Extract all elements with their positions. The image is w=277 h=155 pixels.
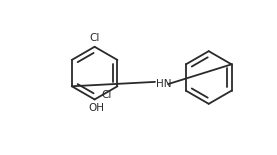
Text: Cl: Cl [89,33,100,44]
Text: OH: OH [89,103,105,113]
Text: HN: HN [156,79,171,89]
Text: Cl: Cl [102,90,112,100]
